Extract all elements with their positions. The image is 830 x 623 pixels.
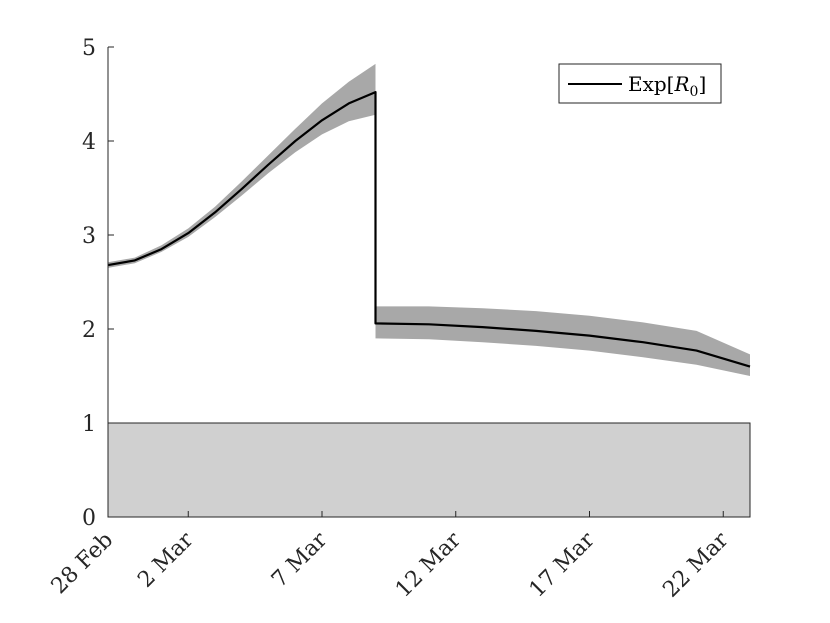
legend-label: Exp[R0] xyxy=(628,72,706,100)
x-tick-label: 12 Mar xyxy=(391,527,466,602)
series-lines xyxy=(107,91,751,368)
threshold-region-group xyxy=(107,422,751,518)
y-tick-labels: 0 1 2 3 4 5 xyxy=(82,36,96,531)
y-tick-label: 1 xyxy=(82,412,96,437)
threshold-region xyxy=(107,422,751,518)
confidence-band-2 xyxy=(375,306,750,376)
x-tick-label: 7 Mar xyxy=(267,527,333,593)
x-tick-label: 22 Mar xyxy=(658,527,733,602)
legend: Exp[R0] xyxy=(558,63,722,104)
series-line-exp-r0 xyxy=(107,91,751,368)
x-tick-label: 2 Mar xyxy=(133,527,199,593)
y-tick-label: 4 xyxy=(82,130,96,155)
confidence-bands xyxy=(108,63,750,376)
y-tick-label: 0 xyxy=(82,506,96,531)
x-tick-label: 28 Feb xyxy=(47,528,119,600)
x-tick-label: 17 Mar xyxy=(525,527,600,602)
confidence-band-1 xyxy=(108,63,376,268)
y-tick-label: 2 xyxy=(82,318,96,343)
axes xyxy=(107,46,750,518)
x-tick-labels: 28 Feb 2 Mar 7 Mar 12 Mar 17 Mar 22 Mar xyxy=(47,527,734,602)
y-tick-label: 3 xyxy=(82,224,96,249)
y-tick-label: 5 xyxy=(82,36,96,61)
